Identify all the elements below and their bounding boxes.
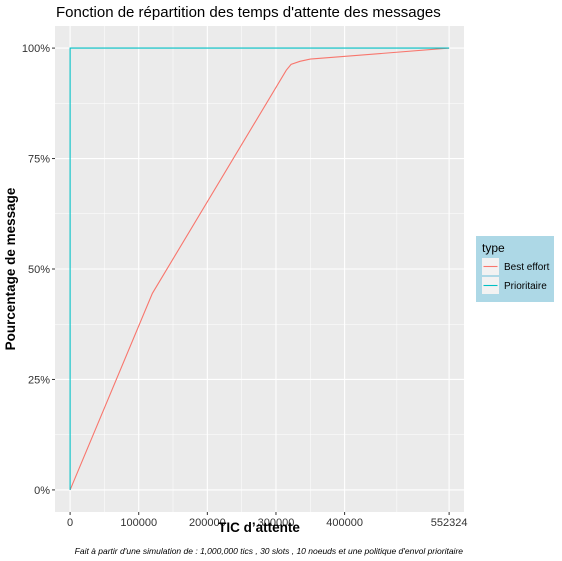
chart-caption: Fait à partir d'une simulation de : 1,00… [75, 546, 464, 556]
y-tick-label: 100% [22, 43, 50, 55]
y-tick-label: 25% [28, 374, 50, 386]
x-tick-label: 200000 [189, 517, 226, 529]
x-tick-label: 100000 [120, 517, 157, 529]
legend-label: Prioritaire [504, 281, 547, 292]
y-axis: 0% 25% 50% 75% 100% [22, 43, 55, 497]
chart-title: Fonction de répartition des temps d'atte… [56, 4, 441, 21]
y-tick-label: 0% [34, 485, 50, 497]
x-tick-label: 0 [67, 517, 73, 529]
legend: type Best effort Prioritaire [476, 236, 554, 302]
legend-title: type [482, 241, 505, 255]
legend-label: Best effort [504, 262, 550, 273]
x-tick-label: 400000 [326, 517, 363, 529]
series-line-best-effort [69, 47, 450, 491]
x-tick-label: 300000 [258, 517, 295, 529]
series-line-prioritaire [69, 47, 450, 490]
y-axis-title: Pourcentage de message [3, 187, 18, 350]
y-tick-label: 50% [28, 264, 50, 276]
series-lines [69, 47, 450, 491]
y-tick-label: 75% [28, 154, 50, 166]
x-tick-label: 552324 [431, 517, 468, 529]
x-axis-title: TIC d’attente [218, 520, 300, 535]
x-axis: 0 100000 200000 300000 400000 552324 [67, 512, 467, 529]
